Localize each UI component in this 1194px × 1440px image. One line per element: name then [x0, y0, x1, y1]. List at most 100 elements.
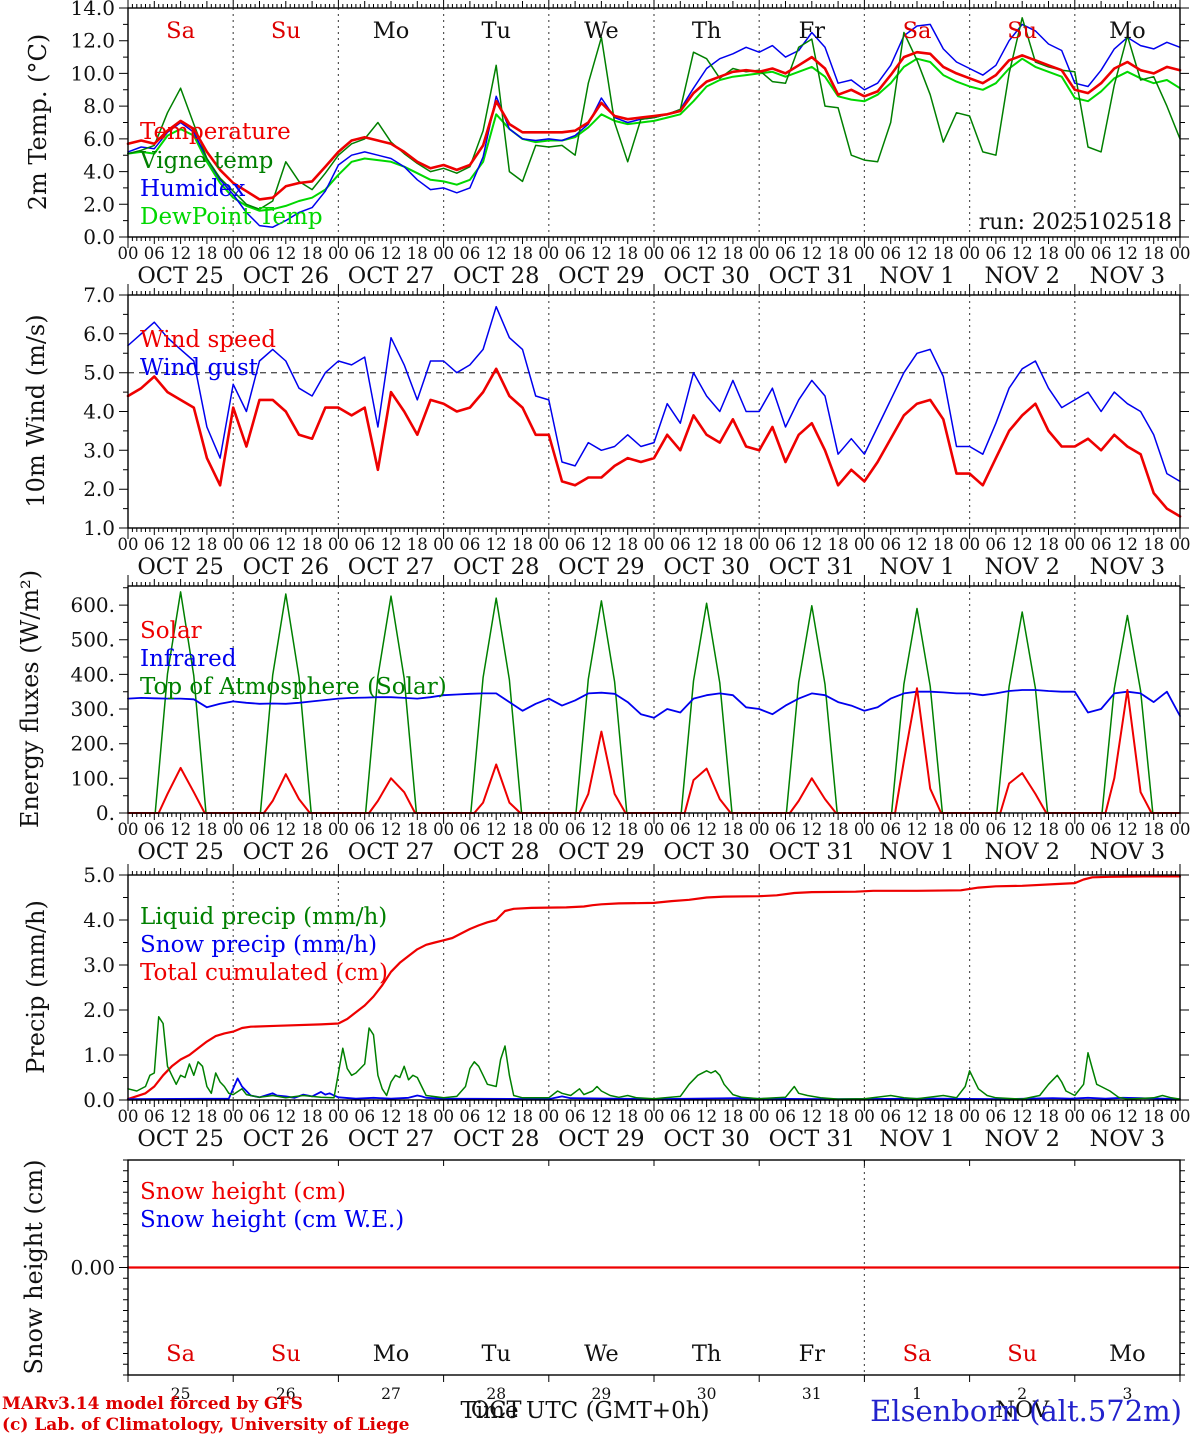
hour-label: 18	[933, 244, 954, 263]
hour-label: 12	[486, 535, 507, 554]
hour-label: 06	[249, 1107, 270, 1126]
hour-label: 12	[1117, 244, 1138, 263]
hour-label: 06	[354, 535, 375, 554]
date-label: NOV 3	[1090, 839, 1165, 865]
date-label: OCT 28	[453, 839, 539, 865]
hour-label: 18	[512, 1107, 533, 1126]
series-total-cumulated-cm	[126, 875, 1182, 1101]
hour-label: 06	[880, 820, 901, 839]
day-number-label: 29	[592, 1385, 612, 1403]
temp-axis-title: 2m Temp. (°C)	[24, 33, 52, 211]
date-label: OCT 31	[769, 1126, 855, 1152]
date-label: OCT 31	[769, 263, 855, 289]
day-number-label: 27	[381, 1385, 401, 1403]
hour-label: 00	[118, 535, 139, 554]
legend-snow-height-cm-w-e: Snow height (cm W.E.)	[140, 1207, 405, 1233]
hour-label: 06	[144, 244, 165, 263]
hour-label: 12	[486, 820, 507, 839]
y-tick-label: 400.	[70, 662, 115, 686]
hour-label: 00	[328, 820, 349, 839]
y-tick-label: 0.	[96, 801, 115, 825]
axis-ticks	[119, 0, 1189, 248]
hour-label: 00	[223, 244, 244, 263]
date-label: NOV 2	[984, 1126, 1059, 1152]
hour-label: 18	[617, 244, 638, 263]
hour-label: 00	[538, 244, 559, 263]
hour-label: 12	[170, 535, 191, 554]
hour-label: 00	[1170, 244, 1191, 263]
hour-label: 00	[118, 820, 139, 839]
date-label: NOV 2	[984, 554, 1059, 580]
hour-label: 06	[1091, 820, 1112, 839]
date-label: NOV 2	[984, 263, 1059, 289]
hour-label: 18	[407, 535, 428, 554]
hour-label: 00	[749, 820, 770, 839]
hour-label: 00	[223, 820, 244, 839]
hour-label: 18	[407, 244, 428, 263]
date-label: NOV 1	[879, 1126, 954, 1152]
dow-label: Sa	[166, 1341, 195, 1367]
axis-ticks	[119, 864, 1189, 1111]
hour-label: 12	[170, 244, 191, 263]
hour-label: 12	[1117, 1107, 1138, 1126]
hour-label: 00	[644, 1107, 665, 1126]
day-number-label: 26	[276, 1385, 296, 1403]
y-tick-label: 100.	[70, 766, 115, 790]
hour-label: 18	[302, 820, 323, 839]
y-tick-label: 8.0	[83, 94, 115, 118]
hour-label: 00	[433, 1107, 454, 1126]
hour-label: 00	[118, 1107, 139, 1126]
date-label: OCT 25	[137, 554, 223, 580]
date-label: OCT 27	[348, 1126, 434, 1152]
hour-label: 06	[880, 1107, 901, 1126]
hour-label: 12	[1012, 244, 1033, 263]
hour-label: 18	[1143, 820, 1164, 839]
hour-label: 06	[775, 1107, 796, 1126]
date-label: OCT 30	[663, 554, 749, 580]
hour-label: 18	[196, 244, 217, 263]
hour-label: 18	[512, 820, 533, 839]
date-label: OCT 29	[558, 1126, 644, 1152]
series-wind-speed	[126, 367, 1182, 518]
hour-label: 12	[275, 244, 296, 263]
date-label: NOV 1	[879, 263, 954, 289]
hour-label: 06	[459, 244, 480, 263]
hour-label: 12	[381, 1107, 402, 1126]
credit-line-2: (c) Lab. of Climatology, University of L…	[2, 1415, 410, 1435]
hour-label: 06	[565, 1107, 586, 1126]
legend-wind-speed: Wind speed	[140, 327, 276, 353]
hour-label: 00	[1170, 820, 1191, 839]
date-label: OCT 31	[769, 839, 855, 865]
dow-label: Th	[692, 1341, 722, 1367]
date-label: OCT 30	[663, 1126, 749, 1152]
panel-frame	[127, 1159, 1181, 1376]
dow-label: Fr	[799, 18, 826, 44]
y-tick-label: 14.0	[70, 0, 115, 20]
series-wind-gust	[127, 305, 1181, 483]
y-tick-label: 4.0	[83, 160, 115, 184]
station-label: Elsenborn (alt.572m)	[870, 1394, 1182, 1428]
hour-label: 00	[118, 244, 139, 263]
series-temperature	[126, 50, 1182, 201]
legend-total-cumulated-cm: Total cumulated (cm)	[140, 960, 388, 986]
hour-label: 00	[223, 1107, 244, 1126]
date-label: OCT 26	[243, 263, 329, 289]
hour-label: 00	[749, 535, 770, 554]
date-label: OCT 29	[558, 554, 644, 580]
hour-label: 00	[1064, 244, 1085, 263]
y-tick-label: 3.0	[83, 438, 115, 462]
dow-label: Mo	[1109, 18, 1146, 44]
hour-label: 18	[302, 535, 323, 554]
hour-label: 18	[722, 244, 743, 263]
hour-label: 12	[907, 1107, 928, 1126]
dow-label: Tu	[481, 1341, 511, 1367]
dow-label: Mo	[373, 18, 410, 44]
dow-label: Sa	[166, 18, 195, 44]
hour-label: 18	[828, 535, 849, 554]
hour-label: 06	[985, 244, 1006, 263]
date-label: NOV 1	[879, 554, 954, 580]
y-tick-label: 2.0	[83, 998, 115, 1022]
y-tick-label: 0.0	[83, 225, 115, 249]
y-tick-label: 4.0	[83, 908, 115, 932]
hour-label: 12	[486, 244, 507, 263]
